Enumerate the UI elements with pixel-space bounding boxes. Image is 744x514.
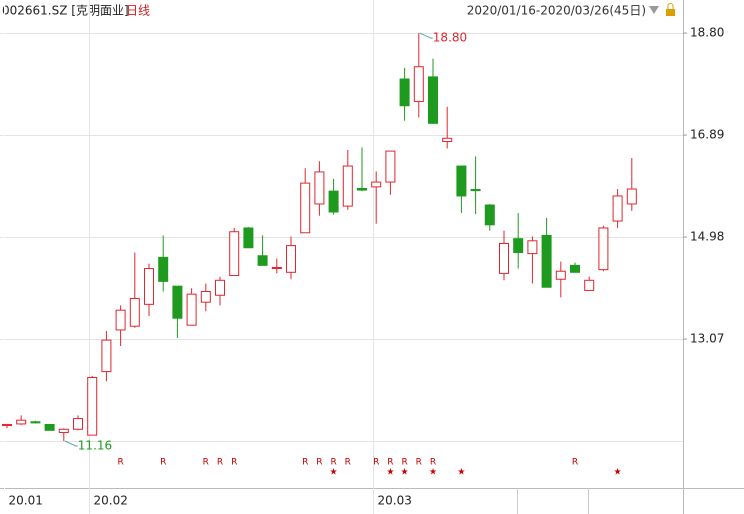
- candle-body: [499, 242, 509, 274]
- y-tick-label: 16.89: [690, 128, 724, 142]
- x-tick-label: 20.02: [94, 494, 128, 508]
- candle-body: [456, 165, 467, 197]
- y-tick-label: 14.98: [690, 230, 724, 244]
- candle-body: [73, 418, 83, 430]
- lock-icon[interactable]: [666, 9, 675, 16]
- candle-body: [484, 204, 495, 226]
- signal-r: R: [387, 458, 393, 468]
- candle-body: [342, 165, 353, 207]
- annotation-arrow: [64, 440, 78, 447]
- signal-r: R: [416, 458, 422, 468]
- y-tick-label: 18.80: [690, 26, 724, 40]
- candle-body: [527, 240, 538, 255]
- candle-body: [44, 423, 55, 431]
- signal-star: ★: [614, 468, 622, 478]
- annotation-label: 11.16: [78, 439, 112, 453]
- candle-body: [612, 195, 623, 222]
- lock-shackle: [667, 3, 674, 9]
- dropdown-icon[interactable]: [649, 6, 659, 14]
- candle-body: [115, 309, 126, 331]
- signal-star: ★: [330, 468, 338, 478]
- signal-r: R: [373, 458, 379, 468]
- candle-body: [470, 189, 481, 192]
- signal-r: R: [316, 458, 322, 468]
- annotation-arrow: [419, 32, 433, 39]
- candle-body: [215, 279, 225, 296]
- candle-body: [385, 150, 396, 183]
- x-tick-label: 20.03: [378, 494, 412, 508]
- candle-body: [129, 297, 140, 327]
- candle-body: [442, 137, 453, 142]
- candle-body: [2, 423, 12, 427]
- signal-r: R: [401, 458, 407, 468]
- candle-body: [101, 339, 112, 373]
- candle-body: [598, 227, 609, 271]
- signal-r: R: [302, 458, 308, 468]
- candle-body: [626, 188, 637, 205]
- signal-r: R: [430, 458, 436, 468]
- candle-body: [314, 171, 325, 205]
- signal-star: ★: [386, 468, 394, 478]
- candle-body: [16, 419, 27, 425]
- candle-body: [286, 245, 296, 273]
- candle-body: [257, 255, 268, 266]
- candle-body: [300, 182, 311, 234]
- annotation-label: 18.80: [433, 31, 467, 45]
- header-bg: [0, 0, 683, 20]
- candle-body: [172, 285, 183, 319]
- candle-body: [413, 66, 424, 102]
- candle-body: [428, 76, 438, 124]
- candle-body: [555, 270, 566, 280]
- candle-body: [186, 293, 197, 326]
- signal-r: R: [160, 458, 166, 468]
- candle-body: [541, 234, 552, 288]
- candle-body: [229, 231, 240, 277]
- candle-body: [513, 238, 524, 254]
- y-tick-label: 13.07: [690, 332, 724, 346]
- candle-body: [158, 256, 169, 282]
- candle-body: [144, 268, 154, 305]
- candle-body: [200, 291, 211, 303]
- candle-body: [58, 428, 69, 433]
- candle-body: [371, 181, 382, 188]
- signal-star: ★: [429, 468, 437, 478]
- candle-body: [399, 78, 410, 107]
- chart-title: 002661.SZ [克明面业]: [2, 4, 129, 18]
- signal-r: R: [231, 458, 237, 468]
- signal-r: R: [330, 458, 336, 468]
- signal-r: R: [117, 458, 123, 468]
- candle-body: [87, 376, 98, 436]
- period-label: 日线: [126, 4, 150, 18]
- candle-body: [357, 187, 367, 191]
- signal-r: R: [203, 458, 209, 468]
- candle-body: [271, 266, 282, 269]
- range-label: 2020/01/16-2020/03/26(45日): [467, 4, 646, 18]
- signal-r: R: [572, 458, 578, 468]
- signal-r: R: [345, 458, 351, 468]
- signal-r: R: [217, 458, 223, 468]
- candle-body: [243, 227, 254, 249]
- x-tick-label: 20.01: [9, 494, 43, 508]
- candle-body: [570, 264, 580, 273]
- signal-star: ★: [457, 468, 465, 478]
- signal-star: ★: [401, 468, 409, 478]
- candle-body: [328, 190, 339, 213]
- candle-body: [30, 421, 41, 424]
- candle-body: [584, 279, 595, 291]
